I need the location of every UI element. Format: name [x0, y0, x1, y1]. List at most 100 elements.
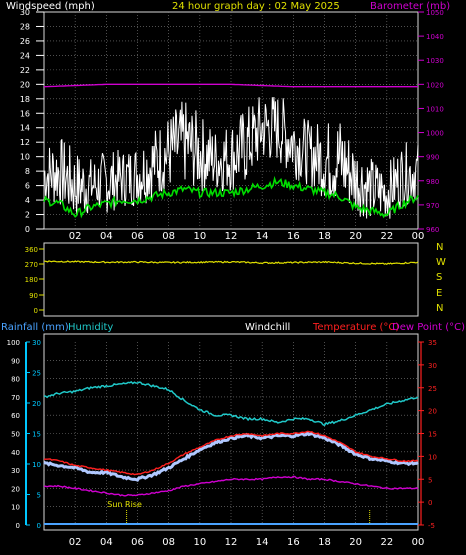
barometer-tick-label: 970 [426, 202, 439, 210]
windchill-line [43, 431, 419, 482]
barometer-tick-label: 1050 [426, 9, 444, 17]
barometer-tick-label: 990 [426, 154, 439, 162]
windspeed-tick-label: 22 [20, 66, 30, 75]
humidity-tick-label: 90 [11, 357, 20, 365]
barometer-tick-label: 1040 [426, 33, 444, 41]
barometer-tick-label: 980 [426, 178, 439, 186]
temperature-panel: 0102030405060708090100051015202530-50510… [7, 333, 437, 548]
windspeed-tick-label: 2 [25, 211, 30, 220]
humidity-tick-label: 40 [11, 449, 20, 457]
x-tick-label: 00 [412, 537, 425, 548]
humidity-line [43, 380, 419, 427]
windspeed-tick-label: 10 [20, 153, 30, 162]
panel1-x-axis: 02 04 06 08 10 12 14 16 18 20 22 00 [69, 231, 425, 242]
rain-tick-label: 20 [32, 400, 41, 408]
humidity-tick-label: 50 [11, 431, 20, 439]
barometer-tick-label: 1010 [426, 105, 444, 113]
x-tick-label: 10 [193, 537, 206, 548]
barometer-tick-label: 960 [426, 226, 439, 234]
sunrise-label: Sun Rise [107, 500, 142, 509]
windspeed-tick-label: 4 [25, 196, 30, 205]
temperature-label: Temperature (°C) [312, 322, 399, 333]
x-tick-label: 04 [100, 537, 113, 548]
direction-tick-label: 180 [25, 276, 38, 284]
temp-tick-label: 5 [428, 476, 432, 484]
windspeed-tick-label: 12 [20, 138, 30, 147]
x-tick-label: 16 [287, 537, 300, 548]
humidity-tick-label: 0 [16, 522, 20, 530]
x-tick-label: 04 [100, 231, 113, 242]
x-tick-label: 10 [193, 231, 206, 242]
humidity-tick-label: 60 [11, 412, 20, 420]
chart-title: 24 hour graph day : 02 May 2025 [172, 1, 340, 12]
windspeed-tick-label: 26 [20, 37, 30, 46]
windspeed-label: Windspeed (mph) [6, 1, 95, 12]
x-tick-label: 12 [225, 231, 238, 242]
temp-tick-label: 30 [428, 362, 437, 370]
compass-letter: S [436, 272, 442, 283]
rain-tick-label: 10 [32, 461, 41, 469]
x-tick-label: 14 [256, 537, 269, 548]
barometer-axis: 960 970 980 990 1000 1010 1020 1030 1040 1050 [418, 9, 444, 234]
temp-tick-label: 20 [428, 408, 437, 416]
wind-green-line [43, 175, 419, 219]
windspeed-tick-label: 24 [20, 51, 30, 60]
barometer-label: Barometer (mb) [370, 1, 450, 12]
temp-tick-label: -5 [428, 522, 435, 530]
x-tick-label: 20 [349, 537, 362, 548]
windspeed-tick-label: 28 [20, 22, 30, 31]
panel3-series: Sun Rise [43, 380, 419, 525]
wind-direction-line [43, 260, 419, 266]
compass-letter: E [436, 288, 442, 299]
x-tick-label: 18 [318, 231, 331, 242]
rainfall-label: Rainfall (mm) [1, 322, 69, 333]
x-tick-label: 22 [380, 231, 393, 242]
x-tick-label: 02 [69, 231, 82, 242]
barometer-tick-label: 1020 [426, 81, 444, 89]
panel3-axes: 0 10 20 30 40 50 60 70 80 90 100 0 5 10 15 20 25 30 -5 0 5 10… [7, 339, 437, 530]
windspeed-tick-label: 0 [25, 225, 30, 234]
windspeed-tick-label: 18 [20, 95, 30, 104]
temp-tick-label: 10 [428, 453, 437, 461]
humidity-tick-label: 80 [11, 376, 20, 384]
temp-tick-label: 25 [428, 385, 437, 393]
temp-tick-label: 0 [428, 499, 432, 507]
windspeed-tick-label: 8 [25, 167, 30, 176]
compass-letter: N [436, 242, 443, 253]
windspeed-tick-label: 6 [25, 182, 30, 191]
x-tick-label: 00 [412, 231, 425, 242]
humidity-tick-label: 30 [11, 467, 20, 475]
temperature-line [43, 430, 419, 476]
rain-tick-label: 30 [32, 339, 41, 347]
x-tick-label: 08 [162, 537, 175, 548]
barometer-tick-label: 1000 [426, 130, 444, 138]
x-tick-label: 02 [69, 537, 82, 548]
humidity-tick-label: 20 [11, 485, 20, 493]
x-tick-label: 16 [287, 231, 300, 242]
dewpoint-label: Dew Point (°C) [392, 322, 465, 333]
dewpoint-line [43, 475, 419, 497]
temp-tick-label: 15 [428, 431, 437, 439]
x-tick-label: 06 [131, 231, 144, 242]
panel3-x-axis: 02 04 06 08 10 12 14 16 18 20 22 00 [69, 537, 425, 548]
compass-letter: W [436, 257, 446, 268]
panel2-frame [43, 242, 419, 317]
x-tick-label: 22 [380, 537, 393, 548]
temp-tick-label: 35 [428, 339, 437, 347]
rain-tick-label: 15 [32, 431, 41, 439]
x-tick-label: 20 [349, 231, 362, 242]
windspeed-tick-label: 14 [20, 124, 30, 133]
windchill-label: Windchill [245, 322, 290, 333]
direction-tick-label: 0 [34, 307, 38, 315]
panel1-series [43, 83, 419, 219]
windspeed-tick-label: 30 [20, 8, 30, 17]
barometer-tick-label: 1030 [426, 57, 444, 65]
humidity-tick-label: 10 [11, 504, 20, 512]
direction-tick-label: 90 [29, 292, 38, 300]
compass-letter: N [436, 303, 443, 314]
humidity-tick-label: 100 [7, 339, 20, 347]
x-tick-label: 12 [225, 537, 238, 548]
rain-tick-label: 0 [37, 522, 41, 530]
